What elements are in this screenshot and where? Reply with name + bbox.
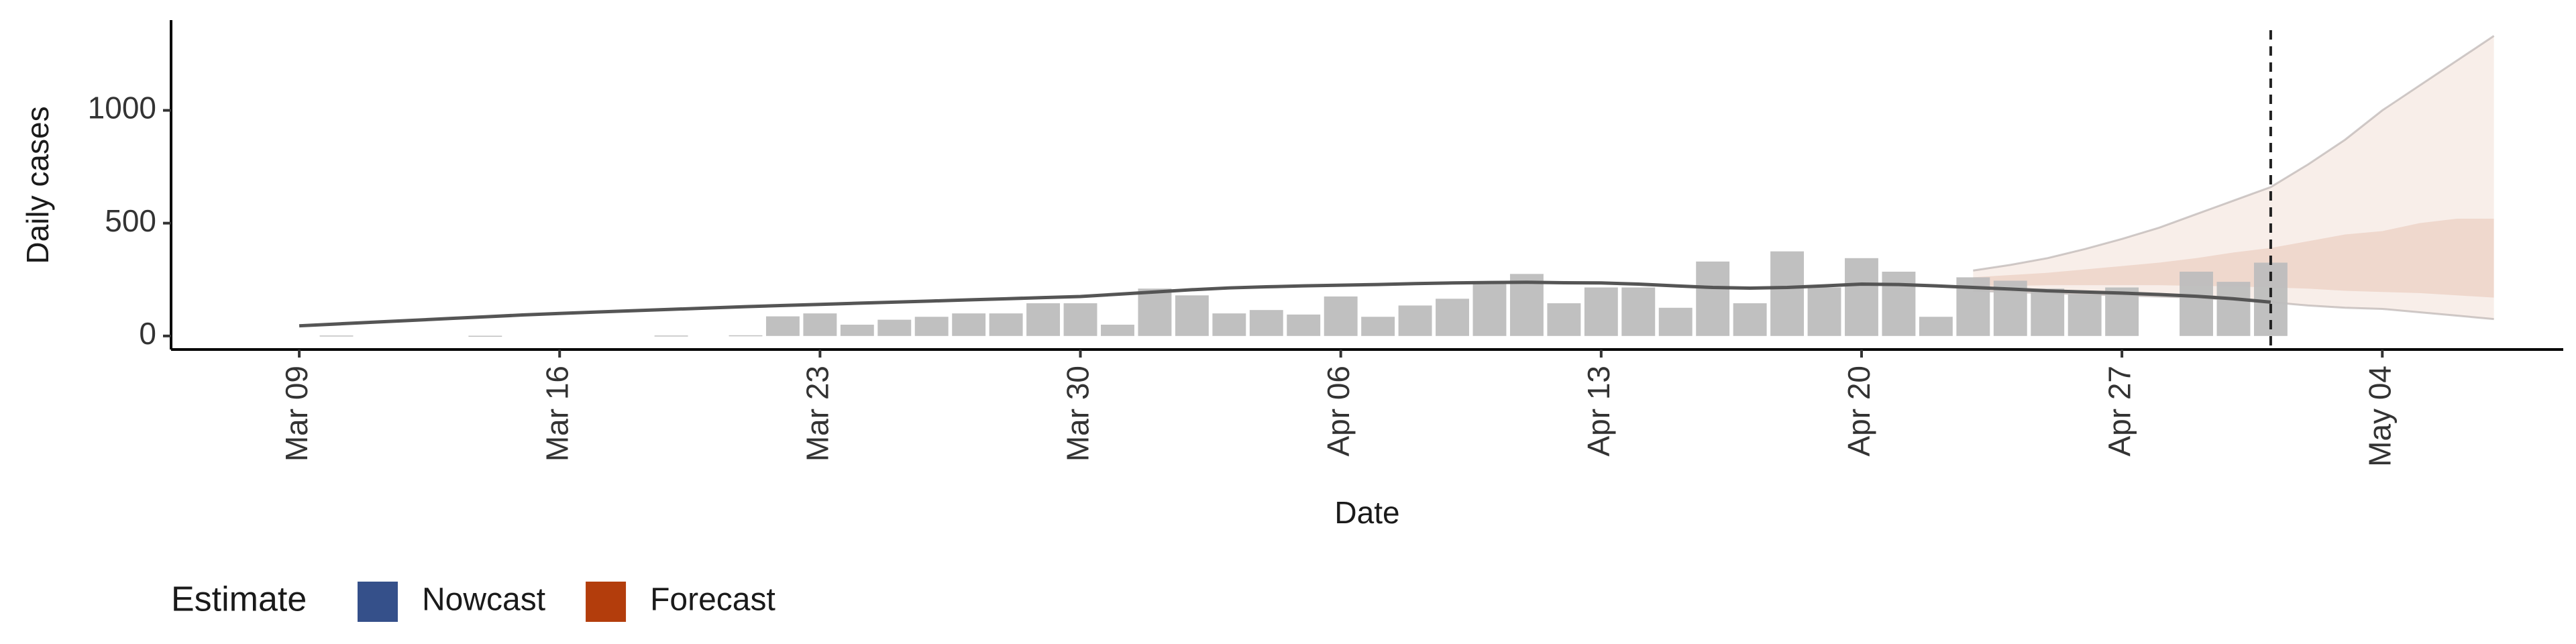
forecast-upper — [1973, 35, 2495, 272]
bar — [1101, 325, 1134, 336]
bar — [1287, 314, 1321, 336]
bar — [765, 316, 800, 336]
y-tick-label: 1000 — [88, 91, 156, 125]
bar — [654, 335, 688, 337]
x-tick-label: May 04 — [2362, 366, 2397, 467]
bar — [1919, 317, 1953, 336]
x-tick-label: Apr 06 — [1321, 366, 1356, 457]
x-tick-label: Mar 30 — [1061, 366, 1095, 462]
bar — [1026, 303, 1061, 336]
bar — [1472, 284, 1507, 336]
bar — [1249, 310, 1283, 336]
bar — [1212, 313, 1246, 336]
bar — [1175, 295, 1209, 336]
x-tick-label: Mar 23 — [800, 366, 835, 462]
bar — [1621, 287, 1656, 336]
bar — [1733, 303, 1767, 336]
bar — [2105, 287, 2139, 336]
bar — [1324, 296, 1358, 336]
bar — [840, 325, 874, 336]
bar — [319, 335, 354, 337]
bar — [1063, 303, 1097, 336]
legend-title: Estimate — [171, 580, 307, 619]
bar — [1696, 261, 1730, 336]
x-tick-label: Mar 09 — [279, 366, 314, 462]
median-line — [299, 280, 2271, 328]
x-tick-label: Apr 13 — [1581, 366, 1616, 457]
forecast-band-90 — [1973, 36, 2494, 319]
legend-swatch — [586, 582, 627, 622]
bar — [1436, 299, 1469, 336]
bar — [1770, 251, 1805, 336]
bar — [1509, 274, 1544, 336]
y-axis-title: Daily cases — [20, 106, 55, 264]
x-tick-label: Apr 27 — [2102, 366, 2137, 457]
bar — [2031, 288, 2065, 336]
bar — [1547, 303, 1581, 336]
legend-label: Nowcast — [422, 582, 545, 618]
bar — [989, 313, 1023, 336]
bar — [1882, 271, 1916, 336]
bar — [2068, 294, 2102, 336]
bar — [803, 313, 837, 336]
bar — [1138, 288, 1172, 336]
bar — [1807, 287, 1841, 336]
y-tick-label: 0 — [139, 316, 156, 351]
forecast-band-50 — [1973, 218, 2494, 298]
bar — [1845, 258, 1878, 336]
x-tick-label: Apr 20 — [1841, 366, 1876, 457]
bar — [914, 317, 949, 336]
legend-label: Forecast — [650, 582, 775, 618]
bar — [952, 313, 986, 336]
bar — [877, 319, 912, 336]
y-tick-label: 500 — [105, 203, 156, 238]
x-tick-label: Mar 16 — [539, 366, 574, 462]
legend-swatch — [358, 582, 398, 622]
bar — [2216, 282, 2251, 336]
x-axis-title: Date — [1334, 495, 1399, 530]
bar — [1658, 307, 1693, 336]
bar — [729, 335, 763, 337]
bar — [1584, 287, 1618, 336]
bar — [1361, 317, 1395, 336]
bar — [468, 335, 502, 337]
bar — [2180, 271, 2213, 336]
bar — [1398, 305, 1432, 336]
